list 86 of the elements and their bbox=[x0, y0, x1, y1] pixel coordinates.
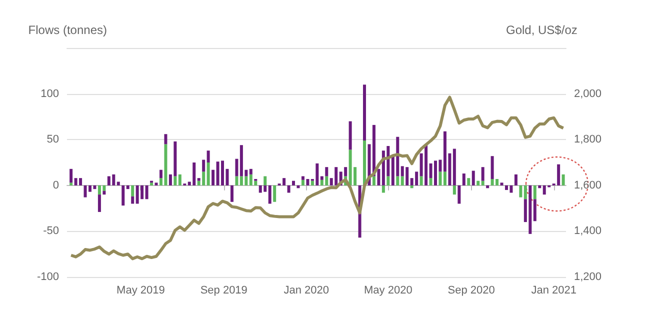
bar bbox=[386, 176, 390, 186]
bar bbox=[438, 172, 442, 186]
bar bbox=[462, 173, 466, 186]
bar bbox=[524, 185, 527, 200]
bar bbox=[458, 185, 461, 204]
bar bbox=[420, 176, 423, 186]
bar bbox=[472, 170, 475, 186]
x-tick-label: Jan 2020 bbox=[284, 284, 329, 296]
bar bbox=[562, 174, 565, 186]
y-tick-label: 0 bbox=[52, 179, 59, 192]
bar bbox=[429, 178, 432, 186]
bar bbox=[533, 199, 536, 222]
bar bbox=[400, 176, 404, 186]
y2-tick-label: 2,000 bbox=[574, 88, 602, 100]
bar bbox=[150, 182, 154, 186]
bar bbox=[116, 182, 120, 186]
bar bbox=[164, 134, 168, 144]
bar bbox=[490, 156, 494, 179]
bar bbox=[287, 185, 290, 193]
bar bbox=[268, 185, 272, 204]
bar bbox=[264, 176, 267, 186]
y2-tick-label: 1,800 bbox=[574, 134, 602, 146]
bar bbox=[145, 185, 148, 200]
bar bbox=[126, 185, 130, 190]
x-tick-label: Jan 2021 bbox=[531, 284, 576, 296]
bar bbox=[481, 180, 484, 186]
bar bbox=[514, 174, 518, 186]
y-tick-label: -50 bbox=[43, 225, 59, 238]
bar bbox=[131, 185, 134, 196]
bar bbox=[70, 168, 73, 183]
bar bbox=[382, 185, 385, 193]
bar bbox=[202, 160, 206, 172]
bar bbox=[159, 170, 162, 178]
bar bbox=[486, 185, 490, 188]
bar bbox=[98, 194, 101, 212]
bar bbox=[320, 176, 324, 180]
bar bbox=[235, 158, 238, 176]
y-tick-label: -100 bbox=[36, 271, 59, 283]
y-tick-label: 50 bbox=[46, 134, 59, 146]
bar bbox=[273, 185, 276, 202]
bar bbox=[325, 167, 328, 176]
bar bbox=[476, 180, 480, 186]
bar bbox=[467, 178, 470, 186]
bar bbox=[481, 167, 484, 181]
y2-axis-title: Gold, US$/oz bbox=[506, 23, 578, 37]
bar bbox=[519, 185, 522, 198]
bar bbox=[154, 182, 158, 186]
y2-tick-label: 1,200 bbox=[574, 271, 602, 283]
bar bbox=[249, 168, 252, 174]
bar bbox=[178, 174, 182, 186]
x-tick-label: May 2019 bbox=[116, 284, 165, 296]
bar bbox=[363, 140, 366, 186]
y2-tick-label: 1,400 bbox=[574, 225, 602, 238]
bar bbox=[452, 148, 456, 186]
bar bbox=[230, 185, 234, 202]
bar bbox=[538, 185, 542, 188]
bar bbox=[372, 176, 376, 186]
bar bbox=[296, 185, 300, 188]
bar bbox=[500, 182, 504, 186]
bar bbox=[301, 180, 304, 186]
line-series bbox=[70, 96, 565, 260]
x-tick-label: Sep 2019 bbox=[200, 284, 248, 296]
x-tick-label: Sep 2020 bbox=[448, 284, 495, 296]
bar bbox=[70, 182, 73, 186]
bar bbox=[235, 176, 238, 186]
bar bbox=[206, 150, 210, 162]
bar bbox=[197, 178, 200, 181]
bar bbox=[410, 185, 414, 188]
y-axis-title: Flows (tonnes) bbox=[28, 23, 107, 37]
bar bbox=[212, 170, 215, 186]
bar bbox=[131, 196, 134, 204]
y-tick-label: 100 bbox=[40, 88, 59, 100]
bar bbox=[206, 162, 210, 186]
x-tick-label: May 2020 bbox=[364, 284, 412, 296]
bar bbox=[292, 180, 296, 186]
bar bbox=[533, 185, 536, 200]
bar bbox=[122, 185, 125, 206]
bar bbox=[174, 176, 177, 186]
bar bbox=[452, 185, 456, 195]
bar bbox=[310, 180, 314, 186]
bar bbox=[443, 172, 446, 186]
y2-tick-label: 1,600 bbox=[574, 179, 602, 192]
bar bbox=[102, 190, 106, 195]
bar bbox=[396, 176, 400, 186]
bar bbox=[363, 84, 366, 141]
bar bbox=[348, 121, 352, 150]
